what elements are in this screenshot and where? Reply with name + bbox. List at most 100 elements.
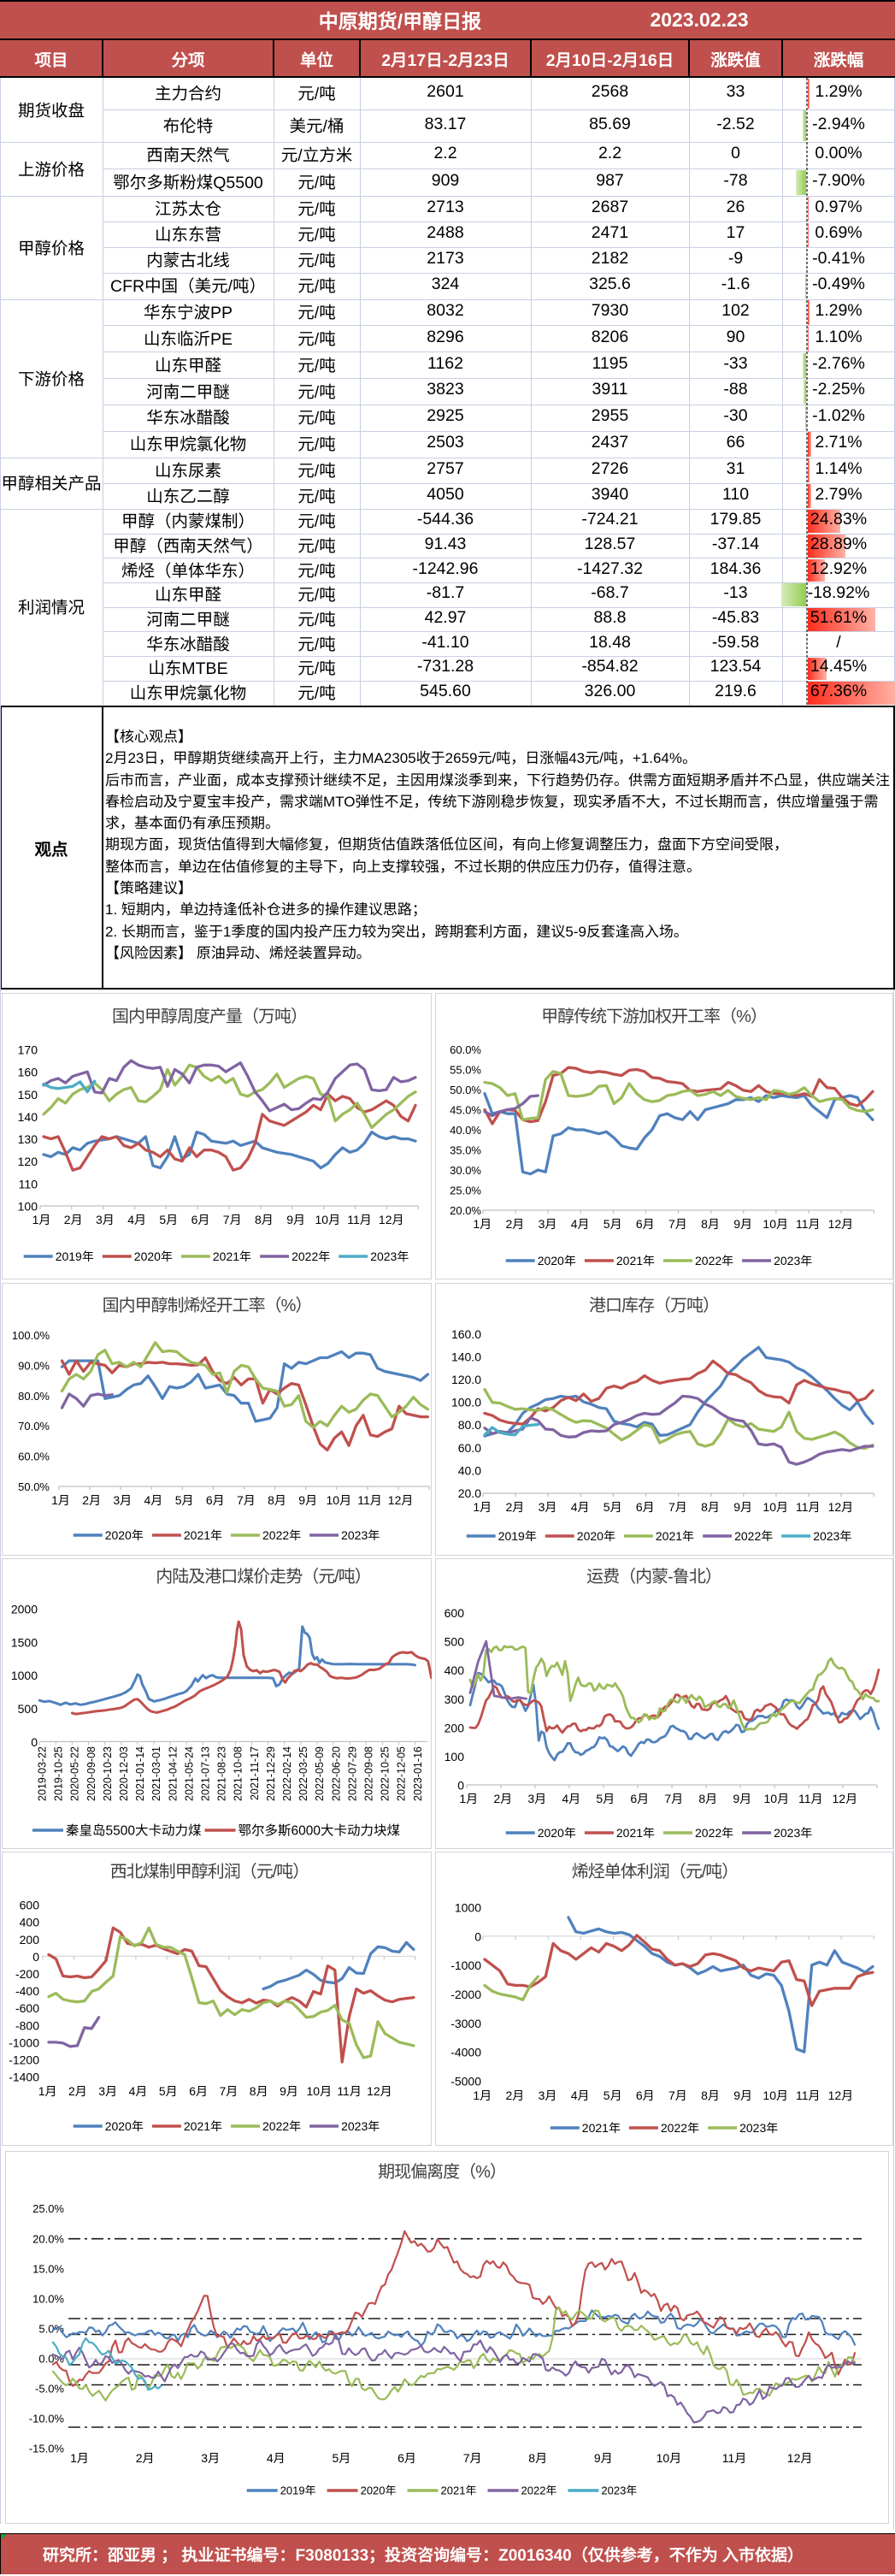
svg-text:0: 0 (457, 1779, 464, 1793)
svg-text:2022年: 2022年 (695, 1254, 733, 1267)
svg-text:6月: 6月 (189, 2084, 208, 2098)
svg-text:9月: 9月 (594, 2451, 613, 2465)
svg-text:12月: 12月 (367, 2084, 392, 2098)
svg-text:-1000: -1000 (450, 1959, 481, 1972)
svg-text:7月: 7月 (463, 2451, 482, 2465)
svg-text:-3000: -3000 (450, 2017, 481, 2030)
svg-text:港口库存（万吨）: 港口库存（万吨） (589, 1296, 719, 1315)
svg-text:2023-01-16: 2023-01-16 (412, 1746, 424, 1801)
svg-text:4月: 4月 (267, 2451, 286, 2465)
svg-text:2023年: 2023年 (341, 1528, 380, 1542)
svg-text:9月: 9月 (298, 1493, 317, 1507)
svg-text:2023年: 2023年 (813, 1529, 851, 1543)
svg-text:10月: 10月 (307, 2084, 333, 2098)
svg-text:5月: 5月 (175, 1493, 194, 1507)
svg-text:11月: 11月 (347, 1213, 372, 1226)
svg-text:7月: 7月 (237, 1493, 256, 1507)
svg-text:2023年: 2023年 (601, 2484, 637, 2497)
svg-text:8月: 8月 (268, 1493, 286, 1507)
svg-text:2月: 2月 (136, 2451, 155, 2465)
svg-text:2022-10-25: 2022-10-25 (380, 1746, 392, 1801)
svg-text:2019年: 2019年 (498, 1529, 537, 1543)
svg-text:2022-02-14: 2022-02-14 (281, 1746, 293, 1801)
svg-text:-5.0%: -5.0% (35, 2383, 64, 2396)
svg-text:12月: 12月 (828, 1500, 854, 1514)
svg-text:2019-10-25: 2019-10-25 (53, 1746, 65, 1801)
svg-text:12月: 12月 (787, 2451, 813, 2465)
svg-text:600: 600 (445, 1606, 465, 1620)
svg-text:7月: 7月 (668, 1500, 687, 1514)
svg-text:2021-03-01: 2021-03-01 (150, 1746, 162, 1801)
svg-text:2021-08-23: 2021-08-23 (216, 1746, 228, 1801)
svg-text:2月: 2月 (506, 2089, 525, 2102)
svg-text:6月: 6月 (636, 1500, 655, 1514)
svg-text:50.0%: 50.0% (18, 1480, 50, 1493)
svg-text:2019-03-22: 2019-03-22 (36, 1746, 48, 1801)
svg-text:10月: 10月 (763, 1217, 788, 1231)
svg-text:9月: 9月 (733, 2089, 752, 2102)
svg-text:烯烃单体利润（元/吨）: 烯烃单体利润（元/吨） (572, 1862, 739, 1882)
svg-text:140: 140 (18, 1110, 38, 1124)
svg-text:4月: 4月 (144, 1493, 163, 1507)
svg-text:8月: 8月 (698, 1792, 717, 1805)
svg-text:55.0%: 55.0% (450, 1064, 481, 1077)
svg-text:3月: 3月 (98, 2084, 117, 2098)
svg-text:内陆及港口煤价走势（元/吨）: 内陆及港口煤价走势（元/吨） (156, 1567, 371, 1586)
svg-text:2019年: 2019年 (280, 2484, 316, 2497)
svg-text:2020年: 2020年 (361, 2484, 397, 2497)
svg-text:2020年: 2020年 (134, 1250, 173, 1263)
svg-text:2021年: 2021年 (582, 2121, 621, 2135)
svg-text:国内甲醇制烯烃开工率（%）: 国内甲醇制烯烃开工率（%） (103, 1296, 312, 1315)
svg-text:1000: 1000 (455, 1901, 481, 1915)
svg-text:-200: -200 (15, 1967, 39, 1981)
svg-text:200: 200 (445, 1721, 465, 1734)
svg-text:10月: 10月 (763, 2089, 788, 2102)
svg-text:20.0%: 20.0% (450, 1204, 481, 1217)
svg-text:2020年: 2020年 (538, 1254, 576, 1267)
svg-text:7月: 7月 (668, 1217, 687, 1231)
svg-text:50.0%: 50.0% (450, 1084, 481, 1096)
svg-text:2月: 2月 (493, 1792, 512, 1805)
svg-text:0: 0 (32, 1950, 39, 1964)
svg-text:110: 110 (19, 1177, 38, 1191)
svg-text:6月: 6月 (191, 1213, 210, 1226)
svg-text:期现偏离度（%）: 期现偏离度（%） (378, 2162, 506, 2182)
svg-text:运费（内蒙-鲁北）: 运费（内蒙-鲁北） (586, 1567, 721, 1586)
svg-text:2月: 2月 (506, 1217, 525, 1231)
svg-text:2019年: 2019年 (56, 1250, 94, 1263)
svg-text:2020年: 2020年 (538, 1826, 576, 1840)
svg-text:11月: 11月 (796, 1500, 821, 1514)
svg-text:25.0%: 25.0% (450, 1185, 481, 1197)
svg-text:秦皇岛5500大卡动力煤: 秦皇岛5500大卡动力煤 (66, 1823, 201, 1839)
svg-text:1月: 1月 (473, 2089, 492, 2102)
svg-text:2月: 2月 (82, 1493, 101, 1507)
svg-text:2021-10-08: 2021-10-08 (233, 1746, 244, 1801)
svg-text:200: 200 (20, 1933, 40, 1947)
svg-text:2022年: 2022年 (661, 2121, 699, 2135)
svg-text:2022-05-09: 2022-05-09 (314, 1746, 326, 1801)
svg-text:9月: 9月 (286, 1213, 305, 1226)
svg-text:11月: 11月 (337, 2084, 362, 2098)
svg-text:60.0: 60.0 (458, 1441, 481, 1455)
svg-text:9月: 9月 (733, 1792, 751, 1805)
svg-text:0.0%: 0.0% (38, 2353, 64, 2366)
svg-text:11月: 11月 (798, 1792, 823, 1805)
svg-text:500: 500 (18, 1702, 38, 1716)
svg-text:4月: 4月 (127, 1213, 146, 1226)
svg-text:120.0: 120.0 (451, 1373, 481, 1386)
svg-text:2022年: 2022年 (262, 2119, 301, 2133)
svg-text:170: 170 (18, 1043, 38, 1057)
svg-text:5月: 5月 (604, 1217, 622, 1231)
svg-text:10月: 10月 (763, 1500, 788, 1514)
svg-text:2020-10-23: 2020-10-23 (102, 1746, 114, 1801)
svg-text:-1200: -1200 (9, 2053, 39, 2067)
svg-text:3月: 3月 (96, 1213, 115, 1226)
svg-text:15.0%: 15.0% (32, 2262, 64, 2275)
svg-text:1月: 1月 (473, 1217, 492, 1231)
svg-text:3月: 3月 (539, 2089, 557, 2102)
svg-text:2022年: 2022年 (291, 1250, 330, 1263)
svg-text:6月: 6月 (206, 1493, 225, 1507)
svg-text:9月: 9月 (733, 1217, 752, 1231)
svg-text:20.0: 20.0 (458, 1486, 481, 1500)
svg-text:12月: 12月 (828, 2089, 854, 2102)
